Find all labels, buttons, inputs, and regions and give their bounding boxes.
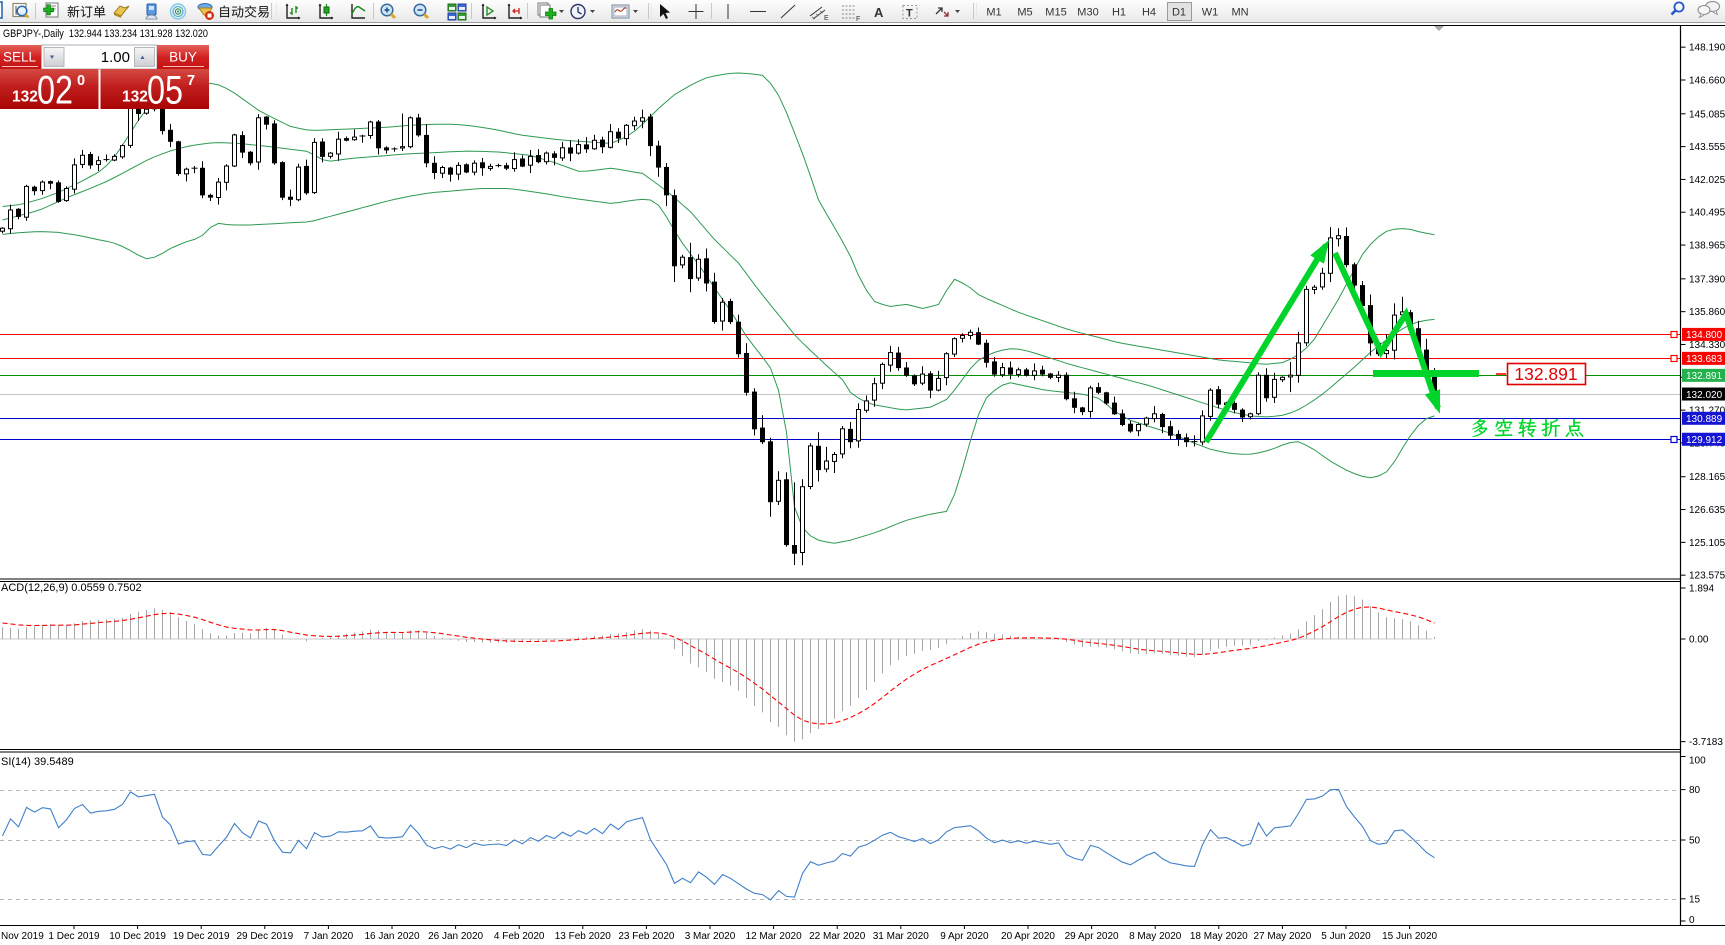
- svg-text:132.020: 132.020: [1686, 390, 1723, 401]
- svg-text:E: E: [824, 15, 829, 22]
- svg-text:15 Jun 2020: 15 Jun 2020: [1382, 931, 1437, 942]
- svg-text:1.894: 1.894: [1689, 584, 1714, 595]
- svg-text:4 Feb 2020: 4 Feb 2020: [494, 931, 545, 942]
- svg-text:137.390: 137.390: [1689, 274, 1725, 285]
- svg-text:H4: H4: [1142, 7, 1156, 19]
- svg-text:19 Dec 2019: 19 Dec 2019: [173, 931, 230, 942]
- svg-text:130.889: 130.889: [1686, 414, 1723, 425]
- svg-text:22 Mar 2020: 22 Mar 2020: [809, 931, 866, 942]
- svg-text:ACD(12,26,9) 0.0559 0.7502: ACD(12,26,9) 0.0559 0.7502: [1, 582, 142, 594]
- svg-text:T: T: [906, 8, 913, 20]
- svg-text:132: 132: [122, 89, 148, 106]
- svg-text:138.965: 138.965: [1689, 241, 1725, 252]
- svg-text:13 Feb 2020: 13 Feb 2020: [555, 931, 612, 942]
- svg-text:29 Dec 2019: 29 Dec 2019: [236, 931, 293, 942]
- svg-text:M5: M5: [1017, 7, 1032, 19]
- svg-text:H1: H1: [1112, 7, 1126, 19]
- svg-text:31 Mar 2020: 31 Mar 2020: [873, 931, 930, 942]
- svg-text:10 Dec 2019: 10 Dec 2019: [109, 931, 166, 942]
- svg-text:05: 05: [147, 69, 183, 113]
- svg-text:134.330: 134.330: [1689, 340, 1725, 351]
- svg-text:5 Jun 2020: 5 Jun 2020: [1321, 931, 1371, 942]
- svg-text:1.00: 1.00: [101, 49, 130, 66]
- svg-text:123.575: 123.575: [1689, 571, 1725, 582]
- svg-text:126.635: 126.635: [1689, 505, 1725, 516]
- svg-text:BUY: BUY: [169, 50, 197, 65]
- svg-text:145.085: 145.085: [1689, 109, 1725, 120]
- svg-text:142.025: 142.025: [1689, 175, 1725, 186]
- svg-text:20 Apr 2020: 20 Apr 2020: [1001, 931, 1055, 942]
- svg-text:02: 02: [37, 69, 73, 113]
- svg-text:Nov 2019: Nov 2019: [1, 931, 44, 942]
- svg-text:M30: M30: [1077, 7, 1098, 19]
- svg-text:23 Feb 2020: 23 Feb 2020: [618, 931, 675, 942]
- svg-text:MN: MN: [1231, 7, 1248, 19]
- svg-text:7 Jan 2020: 7 Jan 2020: [304, 931, 354, 942]
- svg-text:8 May 2020: 8 May 2020: [1129, 931, 1182, 942]
- svg-text:128.165: 128.165: [1689, 472, 1725, 483]
- svg-text:29 Apr 2020: 29 Apr 2020: [1065, 931, 1119, 942]
- svg-text:135.860: 135.860: [1689, 307, 1725, 318]
- svg-text:131.270: 131.270: [1689, 406, 1725, 417]
- svg-text:1 Dec 2019: 1 Dec 2019: [48, 931, 100, 942]
- svg-text:80: 80: [1689, 785, 1701, 796]
- svg-text:18 May 2020: 18 May 2020: [1190, 931, 1248, 942]
- svg-text:SI(14) 39.5489: SI(14) 39.5489: [1, 756, 74, 768]
- svg-text:16 Jan 2020: 16 Jan 2020: [364, 931, 419, 942]
- svg-text:-3.7183: -3.7183: [1689, 737, 1723, 748]
- svg-text:M15: M15: [1045, 7, 1066, 19]
- svg-text:SELL: SELL: [3, 50, 37, 65]
- svg-text:132.891: 132.891: [1514, 364, 1577, 384]
- svg-text:D1: D1: [1172, 7, 1186, 19]
- svg-text:7: 7: [187, 73, 195, 89]
- svg-text:0: 0: [1689, 915, 1695, 926]
- svg-text:133.683: 133.683: [1686, 354, 1723, 365]
- svg-text:9 Apr 2020: 9 Apr 2020: [940, 931, 989, 942]
- svg-text:GBPJPY-,Daily 132.944 133.234: GBPJPY-,Daily 132.944 133.234 131.928 13…: [3, 28, 208, 40]
- svg-text:143.555: 143.555: [1689, 142, 1725, 153]
- svg-text:132: 132: [12, 89, 38, 106]
- svg-text:140.495: 140.495: [1689, 208, 1725, 219]
- svg-text:125.105: 125.105: [1689, 538, 1725, 549]
- svg-text:129.912: 129.912: [1686, 435, 1723, 446]
- svg-text:132.891: 132.891: [1686, 371, 1723, 382]
- svg-text:26 Jan 2020: 26 Jan 2020: [428, 931, 483, 942]
- svg-text:12 Mar 2020: 12 Mar 2020: [746, 931, 803, 942]
- svg-text:A: A: [874, 5, 884, 20]
- svg-text:15: 15: [1689, 894, 1701, 905]
- svg-text:3 Mar 2020: 3 Mar 2020: [685, 931, 736, 942]
- svg-text:W1: W1: [1202, 7, 1219, 19]
- svg-text:M1: M1: [986, 7, 1001, 19]
- svg-text:134.800: 134.800: [1686, 330, 1723, 341]
- svg-text:146.660: 146.660: [1689, 76, 1725, 87]
- svg-text:0: 0: [77, 73, 85, 89]
- svg-text:0.00: 0.00: [1689, 635, 1709, 646]
- svg-text:148.190: 148.190: [1689, 43, 1725, 54]
- svg-text:27 May 2020: 27 May 2020: [1253, 931, 1311, 942]
- svg-text:50: 50: [1689, 836, 1701, 847]
- svg-text:F: F: [856, 16, 860, 23]
- svg-text:100: 100: [1689, 756, 1706, 767]
